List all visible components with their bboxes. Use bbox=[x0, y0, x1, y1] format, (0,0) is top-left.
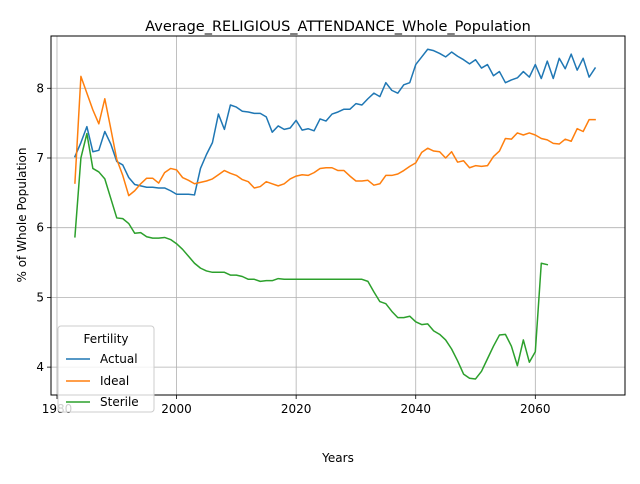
legend-label-ideal: Ideal bbox=[100, 374, 129, 388]
x-tick-label: 2060 bbox=[520, 402, 551, 416]
x-tick-label: 2020 bbox=[281, 402, 312, 416]
y-tick-label: 5 bbox=[36, 290, 44, 304]
y-axis-label: % of Whole Population bbox=[15, 148, 29, 283]
y-tick-label: 6 bbox=[36, 221, 44, 235]
y-tick-label: 4 bbox=[36, 360, 44, 374]
y-tick-label: 7 bbox=[36, 151, 44, 165]
legend-title: Fertility bbox=[83, 332, 128, 346]
chart-title: Average_RELIGIOUS_ATTENDANCE_Whole_Popul… bbox=[145, 19, 531, 35]
x-tick-label: 2040 bbox=[400, 402, 431, 416]
x-tick-label: 2000 bbox=[161, 402, 192, 416]
legend-label-sterile: Sterile bbox=[100, 395, 139, 409]
y-tick-label: 8 bbox=[36, 81, 44, 95]
legend-label-actual: Actual bbox=[100, 352, 138, 366]
x-axis-label: Years bbox=[321, 451, 354, 465]
legend: Fertility Actual Ideal Sterile bbox=[58, 326, 154, 412]
